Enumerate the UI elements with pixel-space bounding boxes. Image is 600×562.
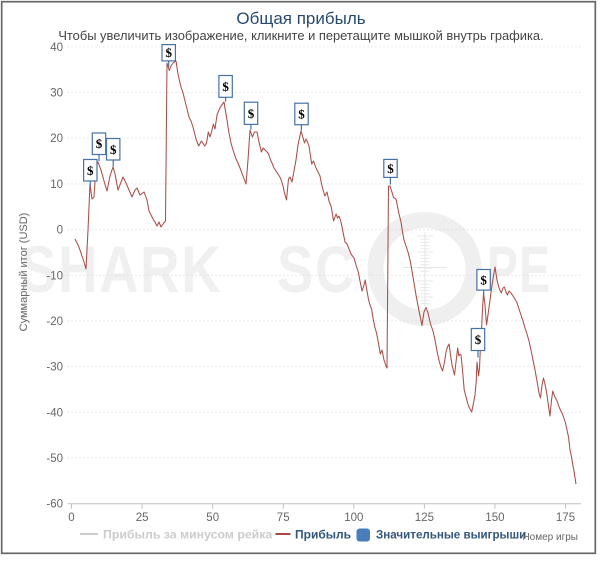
svg-text:Общая прибыль: Общая прибыль	[236, 9, 365, 28]
svg-text:150: 150	[485, 512, 504, 524]
svg-text:25: 25	[136, 512, 149, 524]
svg-text:-40: -40	[46, 407, 63, 419]
svg-text:-50: -50	[46, 453, 63, 465]
svg-text:30: 30	[50, 88, 63, 100]
svg-text:50: 50	[206, 512, 219, 524]
svg-text:0: 0	[68, 512, 74, 524]
svg-text:SHARK: SHARK	[20, 232, 222, 306]
svg-text:$: $	[96, 136, 103, 151]
svg-text:$: $	[248, 106, 255, 121]
svg-text:$: $	[387, 161, 394, 176]
svg-text:75: 75	[277, 512, 290, 524]
svg-text:-10: -10	[46, 270, 63, 282]
svg-text:$: $	[298, 107, 305, 122]
svg-text:SC: SC	[277, 232, 356, 306]
svg-text:$: $	[165, 45, 172, 60]
svg-text:40: 40	[50, 42, 63, 54]
svg-text:-20: -20	[46, 316, 63, 328]
svg-text:0: 0	[57, 225, 63, 237]
svg-text:$: $	[87, 163, 94, 178]
svg-text:175: 175	[556, 512, 575, 524]
svg-text:$: $	[222, 79, 229, 94]
svg-text:125: 125	[415, 512, 434, 524]
svg-text:Чтобы увеличить изображение, к: Чтобы увеличить изображение, кликните и …	[58, 28, 543, 43]
svg-text:$: $	[475, 332, 482, 347]
svg-text:Значительные выигрыши: Значительные выигрыши	[376, 529, 526, 542]
svg-text:Прибыль: Прибыль	[295, 528, 351, 542]
svg-text:-60: -60	[46, 499, 63, 511]
svg-text:20: 20	[50, 133, 63, 145]
svg-text:$: $	[480, 272, 487, 287]
svg-text:$: $	[110, 142, 117, 157]
svg-text:PE: PE	[487, 233, 551, 307]
svg-text:Прибыль за минусом рейка: Прибыль за минусом рейка	[103, 528, 272, 542]
svg-text:Суммарный итог (USD): Суммарный итог (USD)	[18, 213, 30, 332]
svg-text:Номер игры: Номер игры	[522, 532, 578, 543]
svg-text:10: 10	[50, 179, 63, 191]
svg-text:-30: -30	[46, 362, 63, 374]
svg-text:100: 100	[344, 512, 363, 524]
